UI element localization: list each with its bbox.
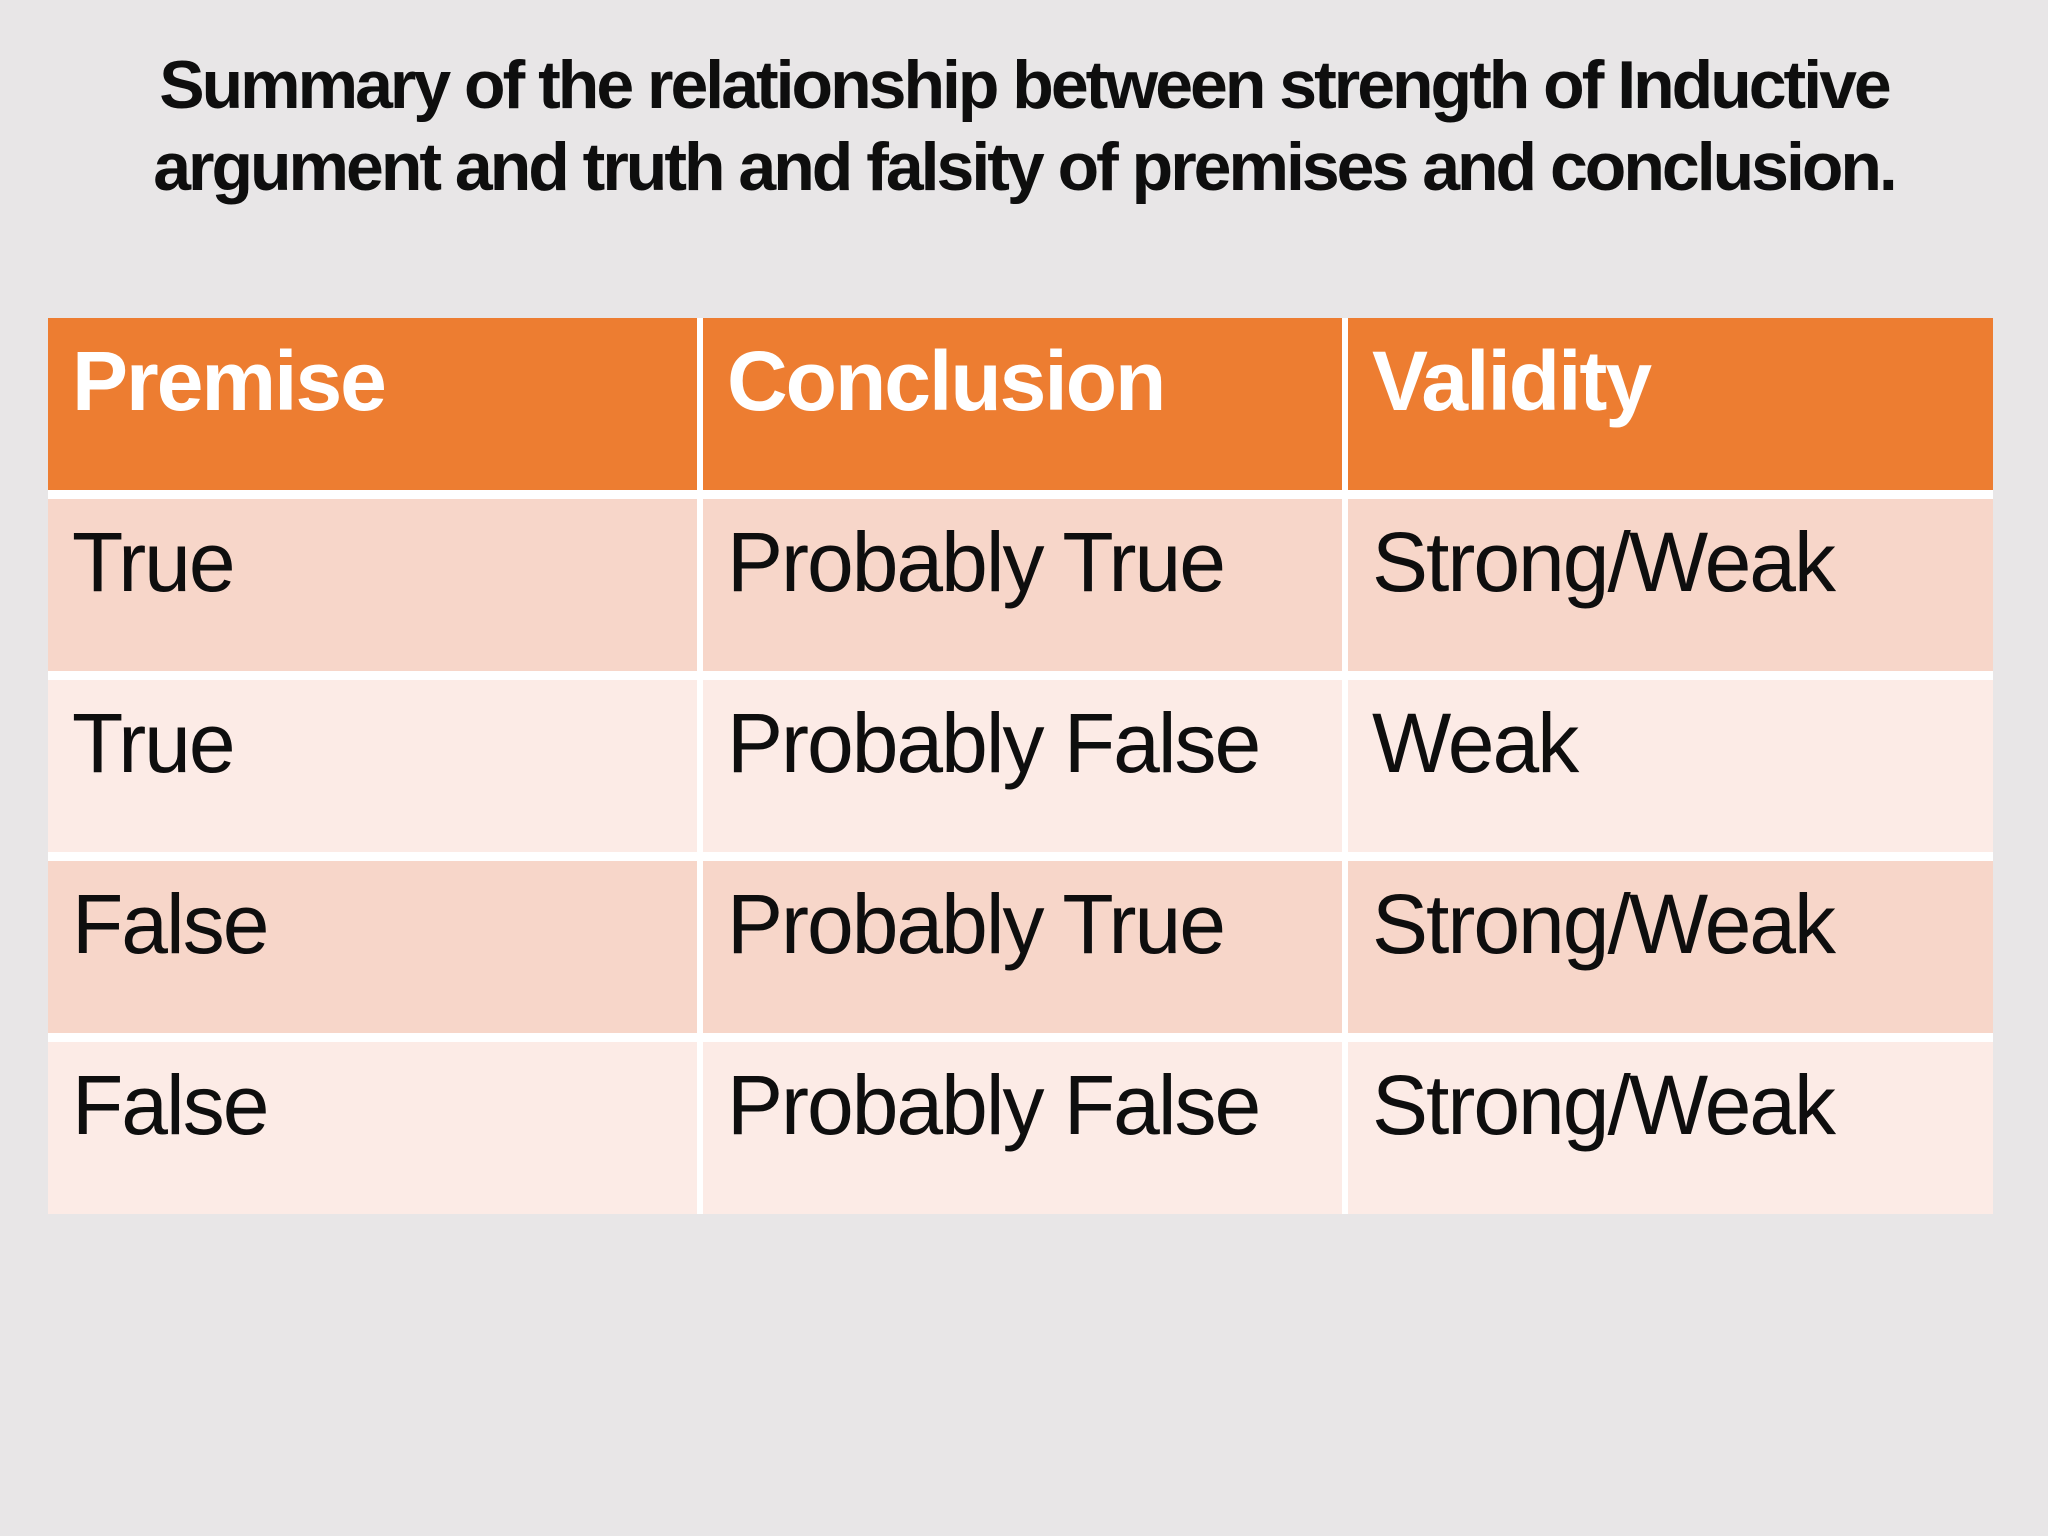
column-header-premise: Premise [48,318,697,490]
table-cell: False [48,861,697,1033]
table-cell: False [48,1042,697,1214]
column-header-validity: Validity [1348,318,1993,490]
table-cell: Probably True [703,499,1342,671]
column-header-conclusion: Conclusion [703,318,1342,490]
table-cell: Strong/Weak [1348,1042,1993,1214]
table-cell: True [48,499,697,671]
table-cell: Strong/Weak [1348,861,1993,1033]
table-cell: Probably False [703,680,1342,852]
table-cell: True [48,680,697,852]
slide-title-line-1: Summary of the relationship between stre… [159,47,1891,123]
summary-table: Premise Conclusion Validity True Probably… [48,318,1993,1214]
slide-title-line-2: argument and truth and falsity of premis… [153,129,1898,205]
table-cell: Probably True [703,861,1342,1033]
table-cell: Weak [1348,680,1993,852]
table-cell: Probably False [703,1042,1342,1214]
table-cell: Strong/Weak [1348,499,1993,671]
slide-title: Summary of the relationship between stre… [0,44,2048,208]
